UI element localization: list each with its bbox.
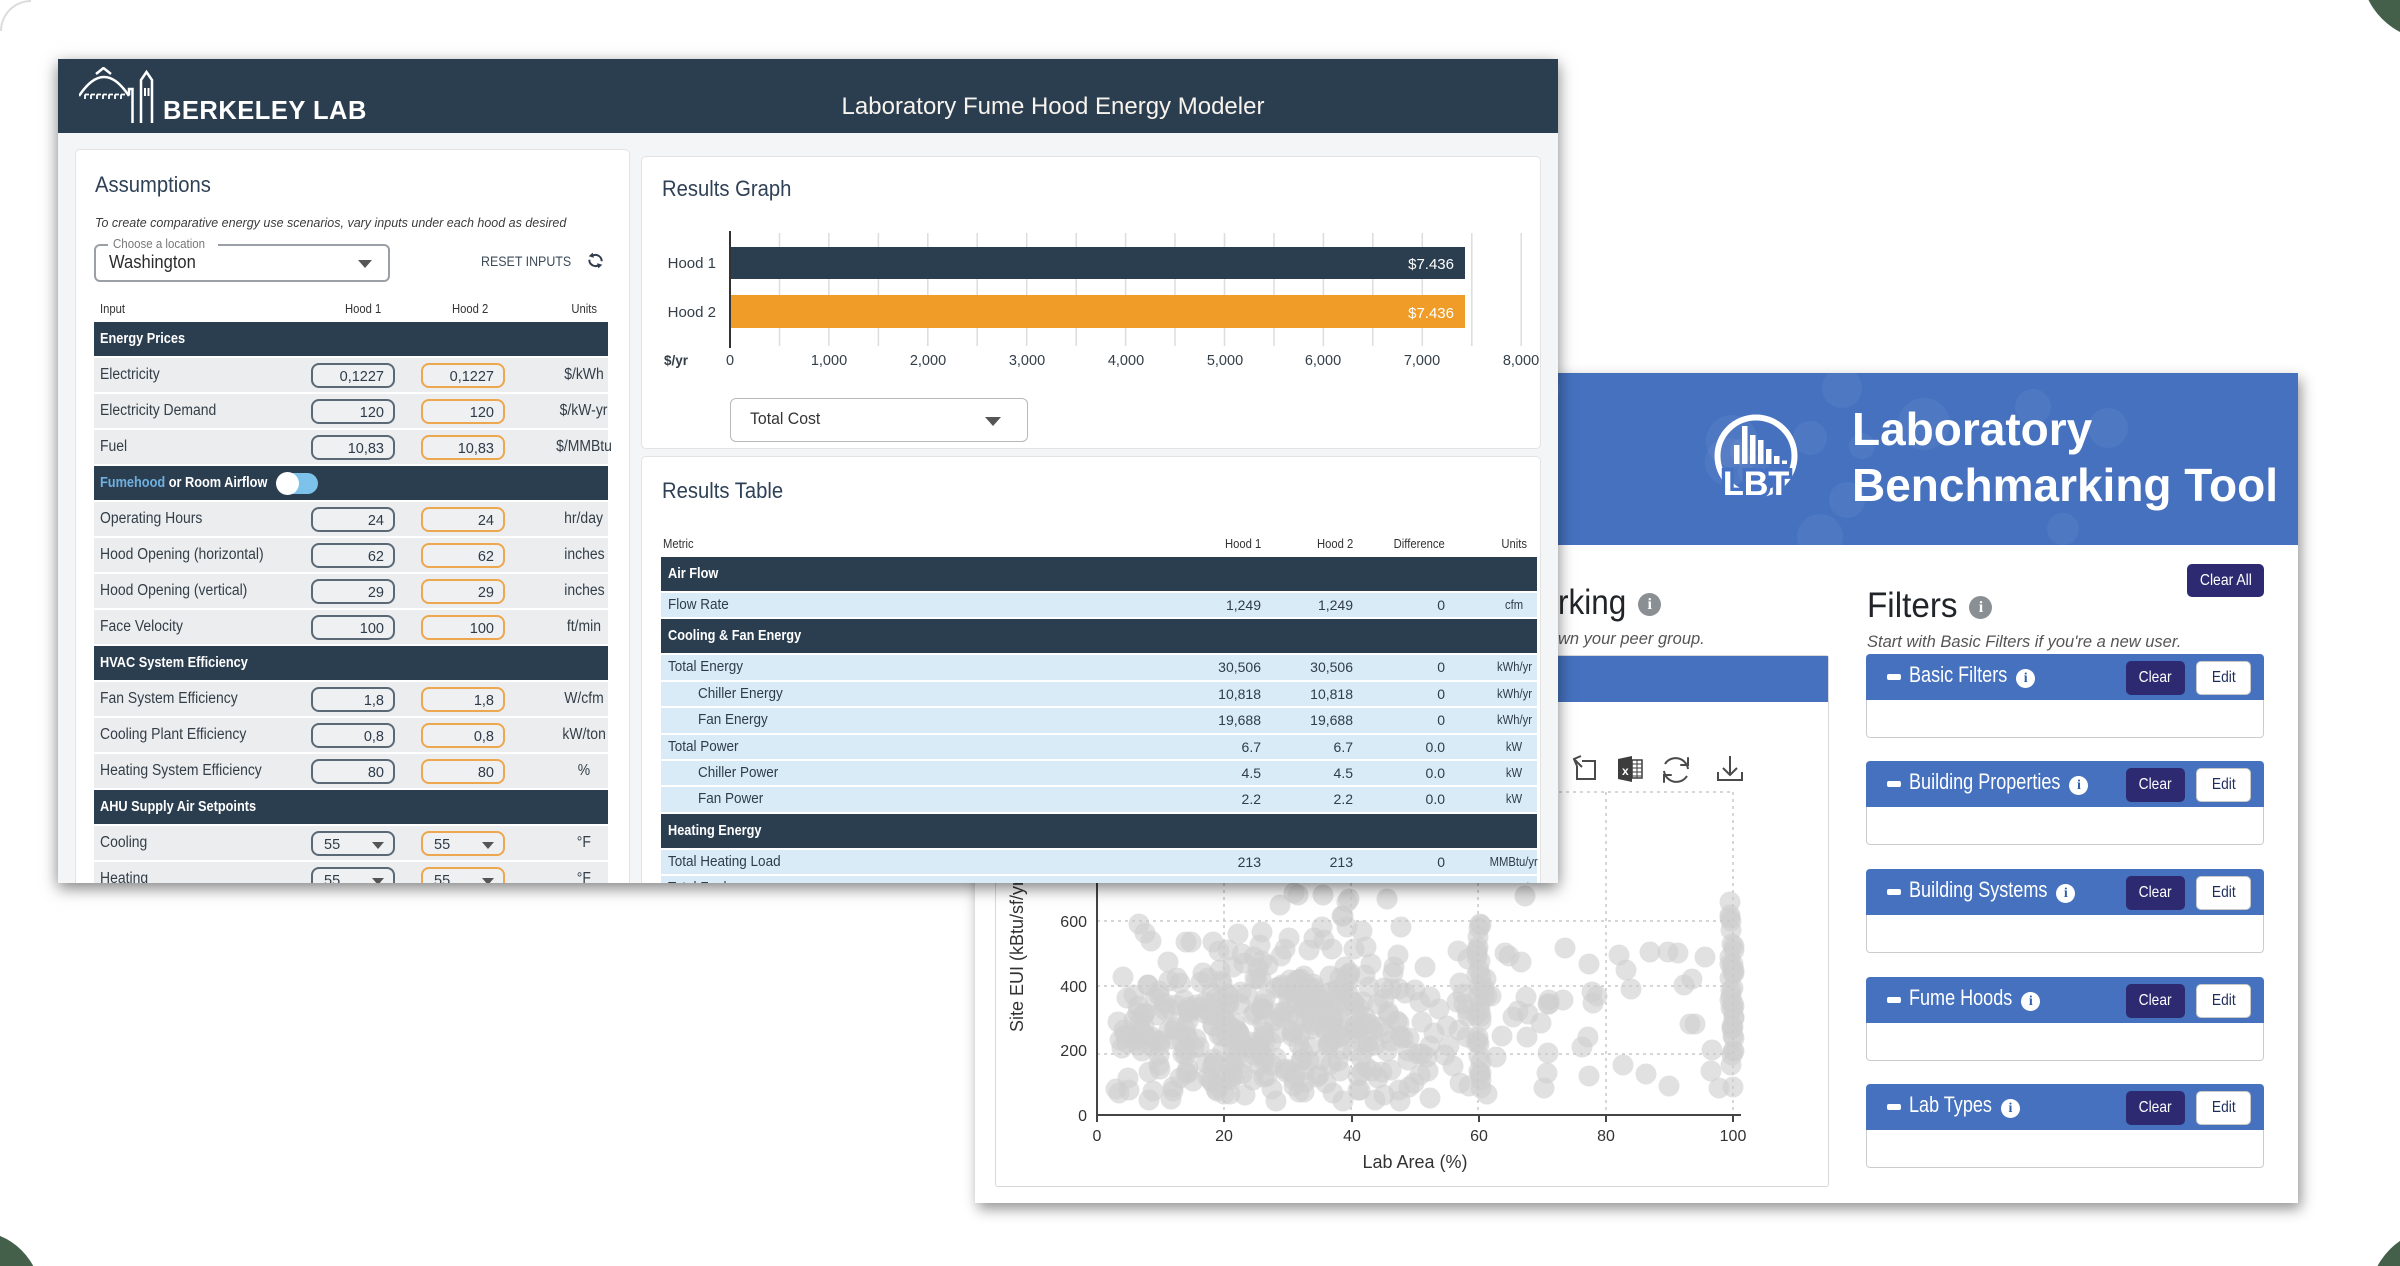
svg-text:$/yr: $/yr [664,353,689,368]
svg-text:600: 600 [1060,914,1087,931]
svg-text:7,000: 7,000 [1404,353,1440,369]
svg-text:8,000: 8,000 [1503,353,1539,369]
svg-text:20: 20 [1215,1128,1233,1145]
svg-text:100: 100 [1720,1128,1747,1145]
svg-text:6,000: 6,000 [1305,353,1341,369]
svg-text:0: 0 [1078,1108,1087,1125]
svg-text:400: 400 [1060,979,1087,996]
svg-text:5,000: 5,000 [1207,353,1243,369]
svg-text:Lab Area (%): Lab Area (%) [1362,1152,1467,1172]
svg-text:2,000: 2,000 [910,353,946,369]
svg-text:LBT: LBT [1723,465,1789,498]
svg-text:$7.436: $7.436 [1408,305,1454,322]
svg-text:$7.436: $7.436 [1408,256,1454,273]
svg-text:4,000: 4,000 [1108,353,1144,369]
svg-text:200: 200 [1060,1043,1087,1060]
svg-text:LBT: LBT [1723,465,1789,498]
svg-text:1,000: 1,000 [811,353,847,369]
svg-text:80: 80 [1597,1128,1615,1145]
svg-text:3,000: 3,000 [1009,353,1045,369]
svg-text:40: 40 [1343,1128,1361,1145]
svg-text:Hood 2: Hood 2 [668,304,716,321]
svg-text:x: x [1622,764,1629,778]
svg-text:60: 60 [1470,1128,1488,1145]
svg-text:0: 0 [726,353,734,369]
svg-text:Site EUI (kBtu/sf/yr): Site EUI (kBtu/sf/yr) [1007,874,1027,1032]
svg-text:Hood 1: Hood 1 [668,255,716,272]
svg-text:0: 0 [1093,1128,1102,1145]
